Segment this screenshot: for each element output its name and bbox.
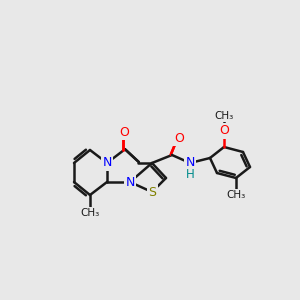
- Text: CH₃: CH₃: [214, 111, 234, 121]
- Text: S: S: [148, 185, 156, 199]
- Text: O: O: [219, 124, 229, 137]
- Text: O: O: [119, 125, 129, 139]
- Text: CH₃: CH₃: [226, 190, 246, 200]
- Text: N: N: [102, 157, 112, 169]
- Text: N: N: [125, 176, 135, 188]
- Text: O: O: [174, 131, 184, 145]
- Text: CH₃: CH₃: [80, 208, 100, 218]
- Text: H: H: [186, 167, 194, 181]
- Text: N: N: [185, 157, 195, 169]
